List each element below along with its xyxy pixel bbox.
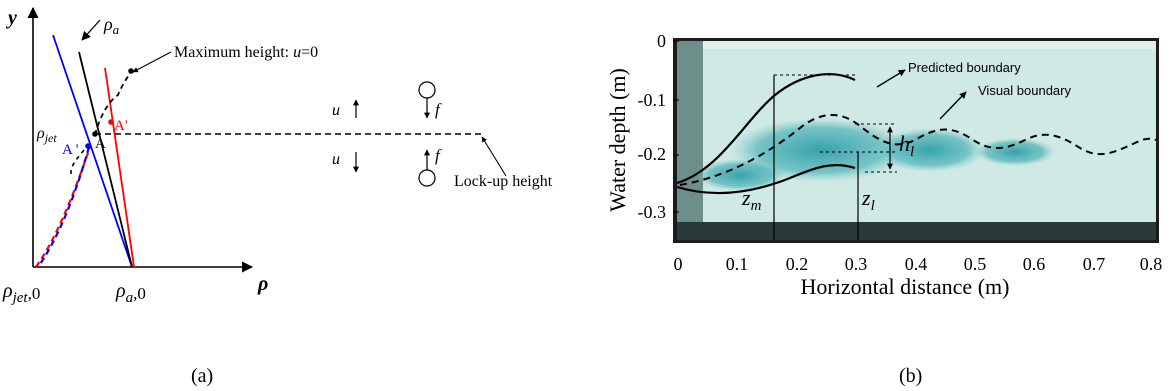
blue-density-line [52,34,133,268]
particle-down [418,169,436,187]
rho-a-arrow [81,19,101,41]
z-l-label: zl [861,185,875,214]
x-tick-0: 0 [674,254,683,274]
tank-bottom [677,222,1156,240]
panel-b: hl zm zl Predicted boundary Visual bound… [605,31,1162,387]
caption-b: (b) [899,365,922,387]
tank-surface-band [703,41,1156,49]
x-tick-7: 0.7 [1083,254,1106,274]
rho-a0-label: ρa,0 [115,280,146,306]
point-a-prime-red-label: A' [114,118,128,134]
x-tick-3: 0.3 [845,254,868,274]
point-a-prime-blue-dot [85,143,91,149]
max-height-arrow [132,51,172,73]
x-tick-5: 0.5 [964,254,987,274]
y-axis-title: Water depth (m) [605,68,630,212]
point-a-prime-red-dot [108,119,114,125]
visual-label: Visual boundary [978,83,1071,98]
y-tick-3: -0.3 [638,202,667,222]
u-up-label: u [332,102,340,119]
red-jet-curve [35,146,92,268]
h-l-label: hl [899,131,914,160]
plume-jet [695,159,785,191]
rho-jet-label: ρjet [36,125,57,145]
predicted-label: Predicted boundary [908,60,1021,75]
black-jet-curve-upper [94,71,132,136]
tank-left-wall [677,41,703,237]
visual-arrow [939,91,967,120]
particle-up [418,81,436,99]
black-jet-curve-lower [70,149,85,179]
rho-jet0-label: ρjet,0 [2,280,40,306]
x-axis-title: Horizontal distance (m) [801,274,1010,299]
predicted-arrow [876,69,906,88]
x-tick-1: 0.1 [726,254,749,274]
u-down-label: u [332,151,340,168]
y-tick-1: -0.1 [638,90,667,110]
red-density-line [104,67,135,268]
predicted-lower-boundary [676,164,856,195]
y-tick-labels: 0 -0.1 -0.2 -0.3 [638,31,667,222]
z-m-label: zm [741,185,762,214]
predicted-upper-boundary [676,73,856,185]
x-tick-4: 0.4 [905,254,928,274]
f-down-label: f [435,100,442,119]
f-up-label: f [435,146,442,165]
x-tick-2: 0.2 [786,254,809,274]
rho-a-label: ρa [103,14,120,37]
plume-tail [975,138,1055,166]
plume-mid [875,128,985,172]
max-height-dot [128,68,134,74]
lockup-label: Lock-up height [454,173,553,190]
blue-jet-curve [37,146,91,268]
x-axis-label: ρ [257,273,268,295]
x-tick-8: 0.8 [1140,254,1163,274]
x-tick-labels: 0 0.1 0.2 0.3 0.4 0.5 0.6 0.7 0.8 [674,254,1163,274]
visual-boundary [679,113,1157,186]
y-tick-marks [673,40,679,213]
max-height-label: Maximum height: u=0 [174,44,318,61]
point-a-prime-blue-label: A ' [62,142,79,158]
y-tick-0: 0 [657,31,666,51]
panel-a: y ρ ρa Maximum height: u=0 ρjet A A ' A'… [2,6,553,387]
point-a-label: A [95,136,106,152]
caption-a: (a) [191,365,213,387]
x-tick-6: 0.6 [1023,254,1046,274]
black-density-line [78,51,133,268]
y-axis-label: y [6,7,17,29]
y-tick-2: -0.2 [638,144,667,164]
lockup-arrow [481,136,507,177]
